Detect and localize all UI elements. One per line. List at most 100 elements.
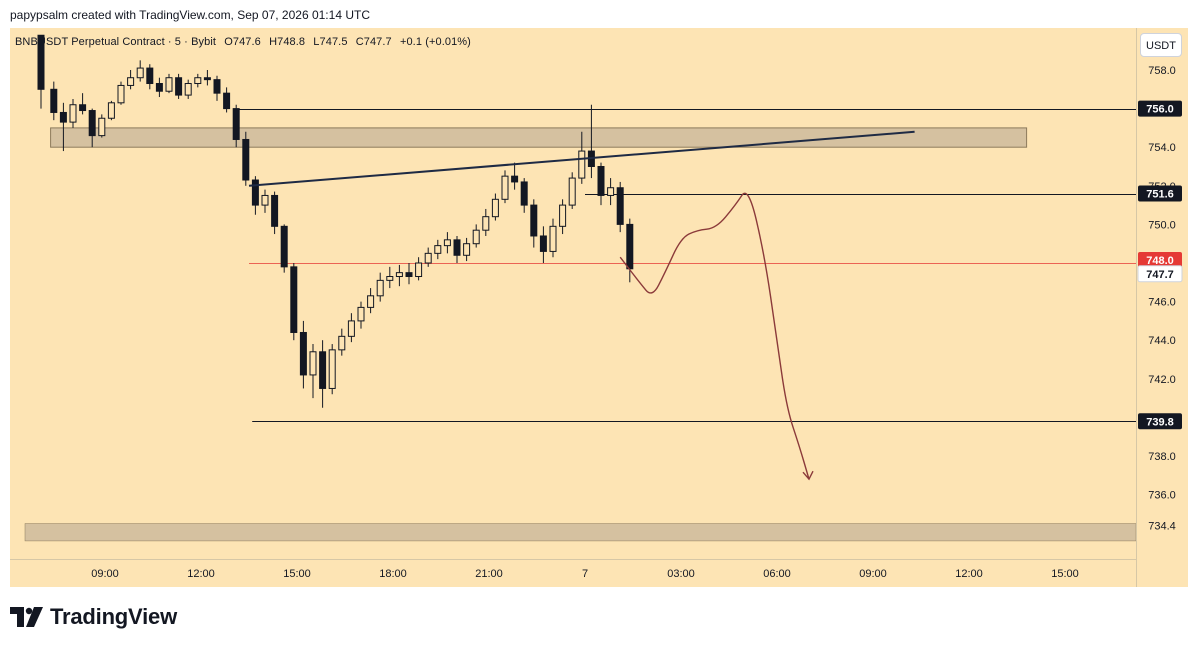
price-tick-label: 758.0 (1148, 65, 1176, 77)
candle-body (376, 279, 384, 297)
candle-body (597, 166, 605, 196)
candle-body (175, 77, 183, 96)
candle (453, 235, 461, 263)
price-tick-label: 736.0 (1148, 490, 1176, 502)
time-tick-label: 12:00 (187, 568, 215, 580)
price-tag-label: 756.0 (1146, 104, 1174, 116)
time-tick-label: 21:00 (475, 568, 503, 580)
candle (443, 232, 451, 254)
price-tick-label: 746.0 (1148, 297, 1176, 309)
price-tag-label: 739.8 (1146, 416, 1174, 428)
candle (155, 77, 163, 98)
price-tag: 756.0 (1138, 100, 1182, 117)
price-tag-box (1138, 185, 1182, 202)
price-tick-label: 738.0 (1148, 451, 1176, 463)
candle (184, 79, 192, 99)
time-tick-label: 06:00 (763, 568, 791, 580)
candle (261, 189, 269, 213)
zone-rect (50, 127, 1028, 148)
projection-path (619, 192, 810, 480)
candle-body (530, 204, 538, 237)
candle-body (136, 67, 144, 79)
candle (415, 257, 423, 281)
price-tag-label: 748.0 (1146, 255, 1174, 267)
candle-body (69, 104, 77, 123)
candle (79, 93, 87, 115)
price-tag-box (1138, 252, 1182, 268)
price-tag: 748.0 (1138, 252, 1182, 268)
symbol-legend: BNBUSDT Perpetual Contract · 5 · Bybit O… (15, 36, 476, 48)
candle-body (434, 245, 442, 254)
candle-body (271, 194, 279, 227)
candle-body (50, 88, 58, 113)
candle-body (37, 34, 45, 90)
candle-body (491, 198, 499, 218)
projection-arrowhead (802, 470, 814, 481)
candle (117, 81, 125, 105)
price-tick-label: 742.0 (1148, 374, 1176, 386)
candle-body (290, 266, 298, 333)
time-tick-label: 7 (582, 568, 588, 580)
candle-body (367, 295, 375, 308)
currency-button[interactable]: USDT (1140, 33, 1182, 57)
candle-body (395, 272, 403, 278)
candle (50, 81, 58, 121)
price-chart[interactable]: 758.0754.0752.0750.0746.0744.0742.0738.0… (10, 28, 1188, 587)
price-tick-label: 744.0 (1148, 335, 1176, 347)
candle (472, 224, 480, 248)
price-tags-layer: 756.0 751.6 748.0 747.7 739.8 (1137, 100, 1183, 430)
candle-body (232, 108, 240, 140)
candle (232, 104, 240, 148)
candle-body (386, 276, 394, 281)
candle (347, 313, 355, 343)
candle (357, 301, 365, 329)
candle-body (578, 150, 586, 179)
candle (338, 328, 346, 356)
candle-body (117, 84, 125, 104)
candle (424, 247, 432, 267)
price-tag-label: 747.7 (1146, 269, 1174, 281)
candle (559, 199, 567, 235)
candle (539, 226, 547, 263)
legend-symbol[interactable]: BNBUSDT Perpetual Contract · 5 · Bybit (15, 36, 217, 48)
candle-body (347, 320, 355, 337)
legend-change: +0.1 (+0.01%) (399, 36, 471, 48)
time-tick-label: 15:00 (1051, 568, 1079, 580)
candle-body (59, 111, 67, 123)
candle-body (184, 83, 192, 96)
candle-body (261, 194, 269, 206)
candle (405, 263, 413, 285)
candle-body (405, 272, 413, 278)
candle (280, 224, 288, 273)
candle-body (539, 235, 547, 252)
candle-body (242, 138, 250, 181)
legend-close: C747.7 (355, 36, 392, 48)
time-tick-label: 09:00 (91, 568, 119, 580)
candle (607, 178, 615, 206)
candle (299, 320, 307, 389)
chart-area[interactable]: 758.0754.0752.0750.0746.0744.0742.0738.0… (10, 28, 1188, 587)
candle-body (213, 79, 221, 94)
candle-body (319, 351, 327, 389)
price-axis: 758.0754.0752.0750.0746.0744.0742.0738.0… (1148, 65, 1176, 532)
legend-open: O747.6 (224, 36, 261, 48)
candle-body (88, 110, 96, 137)
candles-layer (37, 34, 634, 408)
candle-body (463, 243, 471, 256)
candle (290, 263, 298, 341)
candle (511, 162, 519, 190)
time-axis: 09:00 12:00 15:00 18:00 21:00 7 03:00 06:00 09:0… (91, 568, 1079, 580)
candle-body (280, 225, 288, 268)
candle-body (338, 335, 346, 351)
candle (59, 102, 67, 152)
price-tag: 751.6 (1138, 185, 1182, 202)
candle-body (146, 67, 154, 85)
price-tag-box (1138, 413, 1182, 430)
candle-body (79, 104, 87, 112)
time-tick-label: 09:00 (859, 568, 887, 580)
time-tick-label: 18:00 (379, 568, 407, 580)
candle-body (155, 83, 163, 92)
candle (251, 176, 259, 215)
candle-body (453, 239, 461, 256)
price-tick-label: 754.0 (1148, 142, 1176, 154)
